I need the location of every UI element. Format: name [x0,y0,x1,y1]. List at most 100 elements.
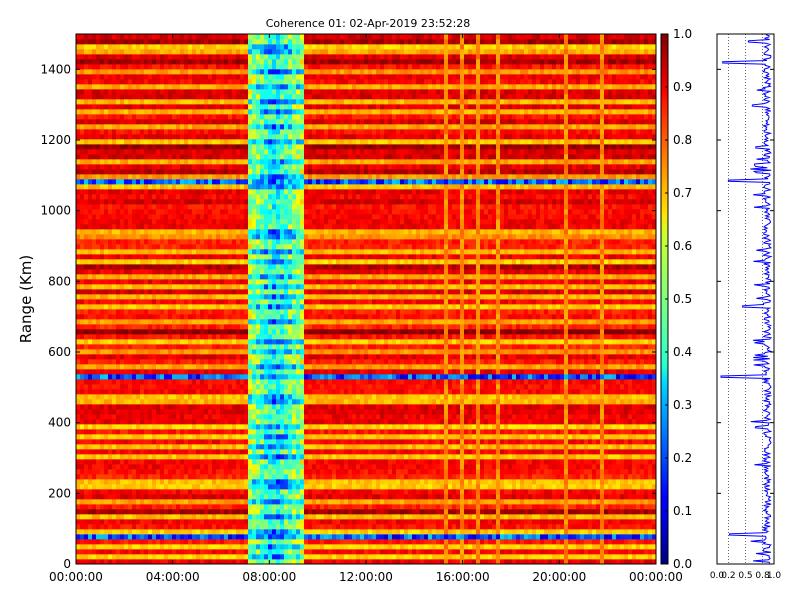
heatmap-cell [340,404,344,409]
heatmap-cell [336,549,340,554]
heatmap-cell [312,424,316,429]
heatmap-cell [324,509,328,514]
heatmap-cell [328,419,332,424]
heatmap-cell [332,454,336,459]
heatmap-cell [596,519,600,524]
heatmap-cell [92,434,96,439]
heatmap-cell [396,514,400,519]
heatmap-cell [320,389,324,394]
heatmap-cell [616,464,620,469]
heatmap-cell [316,464,320,469]
heatmap-cell [524,534,528,539]
heatmap-cell [248,469,252,474]
heatmap-cell [424,499,428,504]
heatmap-cell [192,459,196,464]
heatmap-cell [316,499,320,504]
heatmap-cell [444,424,448,429]
heatmap-cell [472,429,476,434]
heatmap-cell [216,409,220,414]
heatmap-cell [404,484,408,489]
heatmap-cell [468,434,472,439]
heatmap-cell [348,449,352,454]
heatmap-cell [484,494,488,499]
heatmap-cell [504,409,508,414]
heatmap-cell [516,449,520,454]
heatmap-cell [540,424,544,429]
heatmap-cell [284,544,288,549]
heatmap-cell [296,549,300,554]
heatmap-cell [316,479,320,484]
heatmap-cell [400,554,404,559]
heatmap-cell [152,439,156,444]
heatmap-cell [640,414,644,419]
heatmap-cell [432,519,436,524]
heatmap-cell [264,534,268,539]
heatmap-cell [624,434,628,439]
heatmap-cell [428,424,432,429]
heatmap-cell [144,409,148,414]
heatmap-cell [272,439,276,444]
heatmap-cell [408,504,412,509]
heatmap-cell [128,464,132,469]
heatmap-cell [232,479,236,484]
heatmap-cell [444,419,448,424]
heatmap-cell [400,519,404,524]
heatmap-cell [256,434,260,439]
heatmap-cell [480,424,484,429]
heatmap-cell [96,409,100,414]
heatmap-cell [276,484,280,489]
heatmap-cell [204,409,208,414]
heatmap-cell [208,524,212,529]
heatmap-cell [332,434,336,439]
heatmap-cell [512,499,516,504]
heatmap-cell [104,459,108,464]
heatmap-cell [296,499,300,504]
heatmap-cell [484,404,488,409]
heatmap-cell [560,539,564,544]
heatmap-cell [552,414,556,419]
heatmap-cell [356,499,360,504]
heatmap-cell [644,499,648,504]
heatmap-cell [272,434,276,439]
heatmap-cell [548,464,552,469]
heatmap-cell [204,504,208,509]
heatmap-cell [260,429,264,434]
heatmap-cell [440,464,444,469]
heatmap-cell [180,499,184,504]
heatmap-cell [604,469,608,474]
heatmap-cell [160,504,164,509]
heatmap-cell [292,469,296,474]
heatmap-cell [480,524,484,529]
heatmap-cell [436,474,440,479]
heatmap-cell [132,434,136,439]
heatmap-cell [528,514,532,519]
heatmap-cell [352,404,356,409]
heatmap-cell [364,394,368,399]
heatmap-cell [488,414,492,419]
heatmap-cell [144,454,148,459]
heatmap-cell [248,474,252,479]
heatmap-cell [456,539,460,544]
heatmap-cell [528,554,532,559]
heatmap-cell [580,429,584,434]
heatmap-cell [160,424,164,429]
heatmap-cell [572,409,576,414]
heatmap-cell [404,399,408,404]
heatmap-cell [560,464,564,469]
heatmap-cell [368,519,372,524]
heatmap-cell [480,539,484,544]
heatmap-cell [268,494,272,499]
heatmap-cell [504,449,508,454]
heatmap-cell [88,399,92,404]
heatmap-cell [612,549,616,554]
heatmap-cell [240,514,244,519]
heatmap-cell [492,489,496,494]
heatmap-cell [452,499,456,504]
heatmap-cell [100,539,104,544]
heatmap-cell [532,499,536,504]
heatmap-cell [96,399,100,404]
heatmap-cell [620,519,624,524]
heatmap-cell [200,549,204,554]
heatmap-cell [404,479,408,484]
heatmap-cell [464,454,468,459]
